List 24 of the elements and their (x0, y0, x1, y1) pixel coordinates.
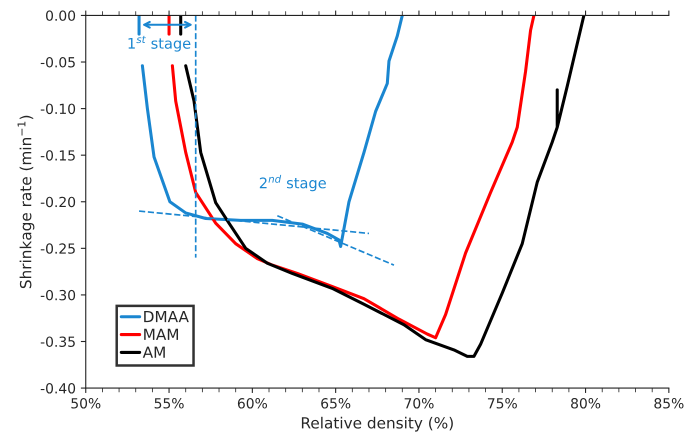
y-tick-label: -0.10 (40, 104, 76, 114)
x-tick-label: 75% (488, 398, 517, 409)
x-tick-label: 60% (238, 398, 268, 409)
legend-label: DMAA (144, 310, 189, 322)
y-tick-label: -0.20 (40, 196, 76, 208)
annotation: 1$^{st}$ stage (128, 36, 190, 52)
y-tick-label: -0.05 (40, 56, 75, 68)
y-tick-label: -0.40 (40, 383, 76, 394)
x-tick-label: 55% (154, 398, 184, 409)
x-tick-label: 85% (654, 398, 684, 409)
x-axis-title: Relative density (%) (302, 416, 453, 432)
y-tick-label: -0.35 (40, 336, 75, 347)
y-tick-label: -0.15 (40, 150, 75, 161)
y-tick-label: 0.00 (46, 10, 76, 21)
y-tick-label: -0.30 (40, 290, 76, 300)
x-tick-label: 80% (571, 398, 600, 409)
legend-label: MAM (144, 328, 178, 340)
x-tick-label: 65% (321, 398, 350, 409)
x-tick-label: 50% (71, 398, 100, 409)
y-tick-label: -0.25 (40, 243, 75, 254)
x-tick-label: 70% (404, 398, 434, 409)
annotation: 2$^{nd}$ stage (260, 174, 326, 192)
legend-label: AM (142, 346, 165, 358)
y-axis-title: Shrinkage rate (min$^{−1}$) (18, 116, 34, 288)
